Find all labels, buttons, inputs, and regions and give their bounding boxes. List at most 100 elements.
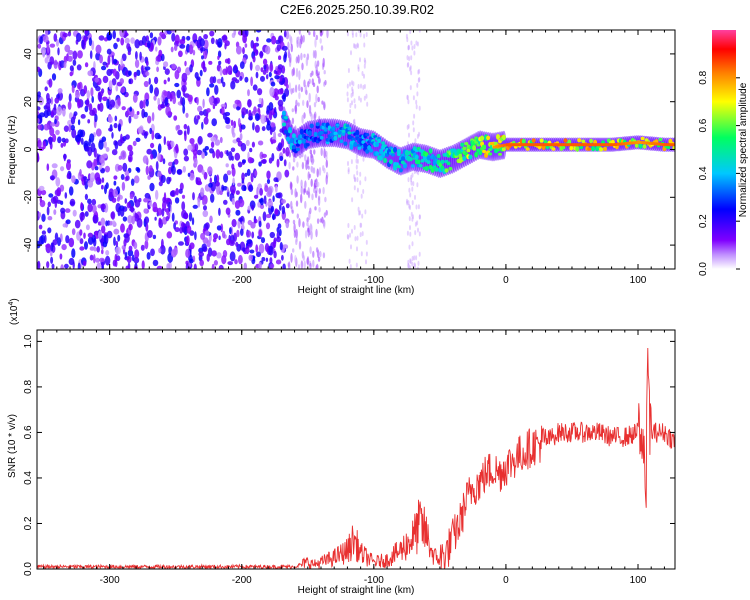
noise-speckle: [197, 115, 201, 120]
noise-speckle: [410, 70, 413, 76]
noise-speckle: [258, 97, 262, 104]
noise-speckle: [225, 66, 228, 76]
noise-speckle: [67, 31, 72, 37]
noise-speckle: [315, 181, 318, 186]
noise-speckle: [348, 258, 351, 264]
noise-speckle: [411, 256, 414, 261]
snr-panel: -300 -200 -100 0 100 0.0 0.2 0.4 0.6 0.8 1.0 Heig…: [7, 298, 676, 596]
signal-point: [381, 141, 386, 145]
noise-speckle: [53, 209, 57, 216]
noise-speckle: [60, 207, 66, 214]
signal-point: [462, 146, 467, 151]
noise-speckle: [297, 54, 300, 64]
noise-speckle: [39, 36, 43, 45]
signal-point: [377, 139, 382, 143]
noise-speckle: [202, 98, 205, 109]
noise-speckle: [254, 124, 260, 133]
noise-speckle: [277, 132, 282, 138]
noise-speckle: [104, 255, 111, 266]
noise-speckle: [240, 124, 246, 130]
noise-speckle: [418, 30, 421, 33]
noise-speckle: [410, 40, 413, 46]
noise-speckle: [246, 239, 253, 245]
signal-core: [577, 143, 581, 147]
noise-speckle: [258, 161, 262, 167]
noise-speckle: [265, 222, 271, 230]
noise-speckle: [355, 44, 358, 50]
noise-speckle: [208, 182, 213, 188]
noise-speckle: [359, 97, 362, 103]
noise-speckle: [278, 55, 282, 60]
noise-speckle: [247, 205, 251, 211]
noise-speckle: [303, 112, 306, 119]
noise-speckle: [313, 30, 316, 38]
noise-speckle: [279, 75, 283, 82]
noise-speckle: [46, 43, 50, 54]
noise-speckle: [300, 86, 303, 93]
noise-speckle: [415, 204, 418, 210]
noise-speckle: [74, 134, 81, 143]
noise-speckle: [192, 192, 195, 201]
noise-speckle: [142, 99, 146, 109]
signal-core: [603, 143, 607, 147]
noise-speckle: [204, 146, 209, 151]
noise-speckle: [418, 131, 420, 137]
noise-speckle: [147, 230, 153, 238]
noise-speckle: [203, 34, 209, 40]
noise-speckle: [294, 105, 297, 112]
signal-core: [558, 143, 562, 147]
noise-speckle: [247, 156, 253, 164]
noise-speckle: [189, 172, 195, 181]
signal-point: [577, 138, 582, 143]
signal-point: [337, 134, 342, 138]
noise-speckle: [111, 220, 116, 226]
noise-speckle: [89, 109, 96, 116]
noise-speckle: [351, 86, 354, 92]
noise-speckle: [172, 95, 177, 105]
noise-speckle: [241, 221, 245, 230]
noise-speckle: [71, 175, 76, 184]
noise-speckle: [265, 45, 271, 55]
noise-speckle: [269, 127, 273, 135]
signal-core: [587, 143, 591, 147]
noise-speckle: [418, 231, 421, 237]
noise-speckle: [203, 39, 209, 50]
noise-speckle: [65, 219, 71, 225]
y-tick-label: 0.0: [23, 562, 34, 576]
noise-speckle: [173, 158, 179, 165]
noise-speckle: [87, 236, 94, 245]
noise-speckle: [44, 86, 48, 92]
noise-speckle: [283, 30, 287, 38]
noise-speckle: [93, 246, 97, 252]
signal-core: [667, 143, 671, 147]
noise-speckle: [181, 72, 188, 83]
noise-speckle: [350, 244, 352, 250]
noise-speckle: [211, 263, 215, 269]
signal-point: [319, 135, 324, 140]
noise-speckle: [245, 139, 250, 147]
noise-speckle: [174, 227, 180, 233]
noise-speckle: [79, 246, 85, 251]
noise-speckle: [315, 247, 319, 253]
noise-speckle: [114, 140, 119, 150]
noise-speckle: [409, 85, 412, 91]
noise-speckle: [48, 193, 54, 198]
noise-speckle: [307, 81, 310, 88]
noise-speckle: [223, 199, 228, 205]
noise-speckle: [299, 154, 302, 159]
noise-speckle: [106, 230, 113, 239]
noise-speckle: [321, 216, 324, 224]
noise-speckle: [201, 121, 204, 130]
noise-speckle: [406, 94, 409, 100]
noise-speckle: [351, 80, 353, 86]
noise-speckle: [138, 197, 142, 203]
noise-speckle: [184, 212, 189, 220]
noise-speckle: [178, 241, 184, 246]
noise-speckle: [317, 181, 320, 187]
noise-speckle: [304, 154, 307, 162]
noise-speckle: [253, 194, 259, 199]
noise-speckle: [115, 84, 119, 92]
noise-speckle: [354, 236, 357, 242]
noise-speckle: [37, 118, 40, 124]
